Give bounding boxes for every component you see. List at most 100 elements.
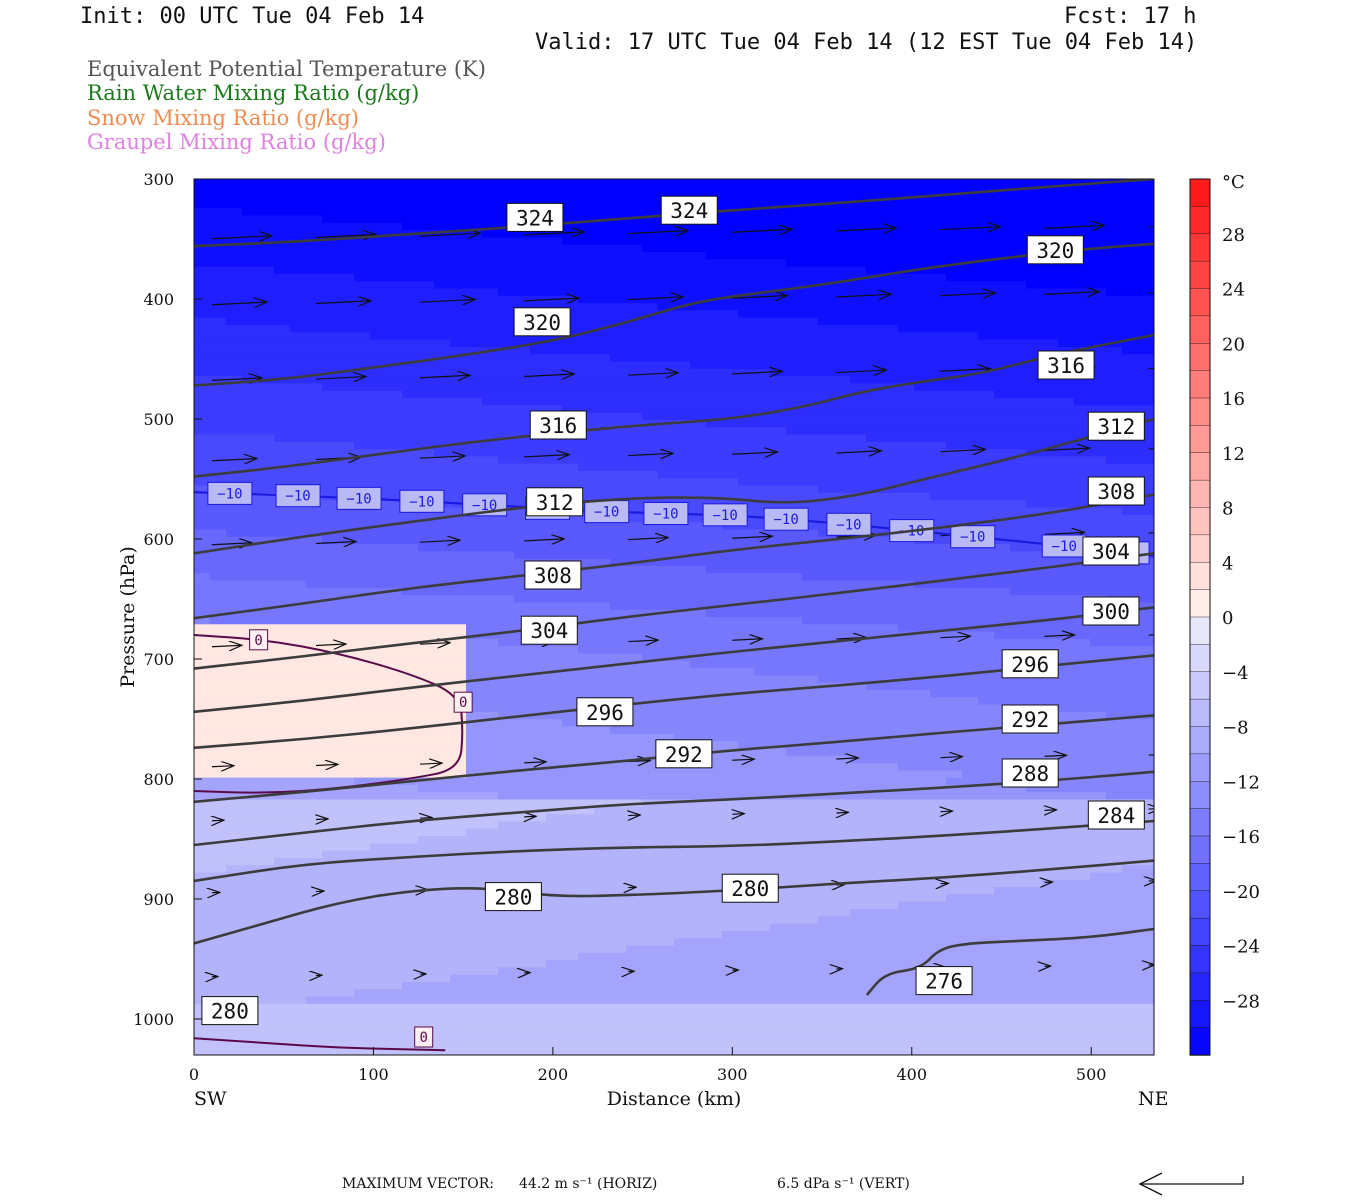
- temperature-shading: [834, 266, 851, 275]
- temperature-shading: [322, 682, 339, 691]
- temperature-shading: [674, 901, 691, 910]
- temperature-shading: [322, 200, 339, 209]
- temperature-shading: [626, 836, 643, 844]
- temperature-shading: [370, 952, 387, 961]
- temperature-shading: [434, 1011, 451, 1020]
- temperature-shading: [594, 565, 611, 574]
- temperature-shading: [786, 186, 803, 195]
- temperature-shading: [850, 281, 867, 290]
- temperature-shading: [642, 821, 659, 830]
- temperature-shading: [610, 230, 627, 238]
- temperature-shading: [290, 595, 307, 603]
- temperature-shading: [738, 208, 755, 217]
- temperature-shading: [338, 200, 355, 209]
- temperature-shading: [482, 449, 499, 457]
- temperature-shading: [546, 704, 563, 713]
- temperature-shading: [562, 609, 579, 618]
- temperature-shading: [498, 449, 515, 457]
- temperature-shading: [610, 368, 627, 377]
- temperature-shading: [594, 544, 611, 552]
- temperature-shading: [722, 456, 739, 465]
- temperature-shading: [210, 514, 227, 523]
- temperature-shading: [706, 617, 723, 625]
- temperature-shading: [818, 821, 835, 830]
- temperature-shading: [386, 332, 403, 341]
- temperature-shading: [306, 690, 323, 698]
- temperature-shading: [514, 573, 531, 582]
- temperature-shading: [610, 273, 627, 282]
- temperature-shading: [370, 529, 387, 538]
- temperature-shading: [546, 478, 563, 487]
- temperature-shading: [578, 916, 595, 925]
- temperature-shading: [738, 193, 755, 202]
- temperature-shading: [338, 668, 355, 676]
- temperature-shading: [850, 478, 867, 487]
- temperature-shading: [402, 273, 419, 282]
- temperature-shading: [738, 317, 755, 326]
- temperature-shading: [674, 565, 691, 574]
- temperature-shading: [610, 894, 627, 903]
- temperature-shading: [754, 427, 771, 436]
- temperature-shading: [674, 471, 691, 479]
- temperature-shading: [466, 354, 483, 363]
- temperature-shading: [802, 339, 819, 348]
- temperature-shading: [834, 434, 851, 443]
- temperature-shading: [402, 865, 419, 874]
- temperature-shading: [242, 857, 259, 866]
- temperature-shading: [690, 273, 707, 282]
- temperature-shading: [562, 193, 579, 202]
- temperature-shading: [562, 828, 579, 837]
- temperature-shading: [674, 179, 691, 187]
- temperature-shading: [466, 741, 483, 749]
- temperature-shading: [722, 784, 739, 793]
- temperature-shading: [770, 923, 787, 932]
- temperature-shading: [754, 237, 771, 246]
- temperature-shading: [370, 872, 387, 881]
- temperature-shading: [306, 967, 323, 976]
- temperature-shading: [386, 1040, 403, 1049]
- temperature-shading: [786, 901, 803, 910]
- temperature-shading: [194, 602, 211, 611]
- temperature-shading: [322, 1011, 339, 1020]
- temperature-shading: [386, 763, 403, 771]
- temperature-shading: [530, 690, 547, 698]
- temperature-shading: [226, 266, 243, 275]
- temperature-shading: [194, 514, 211, 523]
- temperature-shading: [738, 332, 755, 341]
- temperature-shading: [674, 317, 691, 326]
- temperature-shading: [658, 967, 675, 976]
- temperature-shading: [258, 339, 275, 348]
- temperature-shading: [674, 638, 691, 647]
- temperature-shading: [658, 857, 675, 866]
- temperature-shading: [706, 1033, 723, 1041]
- temperature-shading: [242, 449, 259, 457]
- temperature-shading: [514, 492, 531, 501]
- temperature-shading: [194, 398, 211, 406]
- temperature-shading: [258, 960, 275, 968]
- temperature-shading: [466, 945, 483, 954]
- temperature-shading: [194, 821, 211, 830]
- temperature-shading: [722, 427, 739, 436]
- temperature-shading: [210, 792, 227, 801]
- temperature-shading: [482, 996, 499, 1005]
- temperature-shading: [370, 668, 387, 676]
- temperature-shading: [498, 989, 515, 998]
- temperature-shading: [626, 514, 643, 523]
- temperature-shading: [370, 989, 387, 998]
- temperature-shading: [482, 624, 499, 633]
- temperature-shading: [450, 989, 467, 998]
- temperature-shading: [258, 441, 275, 450]
- temperature-shading: [626, 332, 643, 341]
- temperature-shading: [242, 1025, 259, 1034]
- temperature-shading: [770, 419, 787, 428]
- temperature-shading: [434, 726, 451, 735]
- temperature-shading: [466, 200, 483, 209]
- temperature-shading: [802, 573, 819, 582]
- temperature-shading: [226, 558, 243, 567]
- temperature-shading: [338, 638, 355, 647]
- temperature-shading: [434, 711, 451, 720]
- temperature-shading: [498, 565, 515, 574]
- temperature-shading: [466, 303, 483, 311]
- temperature-shading: [354, 1025, 371, 1034]
- temperature-shading: [210, 398, 227, 406]
